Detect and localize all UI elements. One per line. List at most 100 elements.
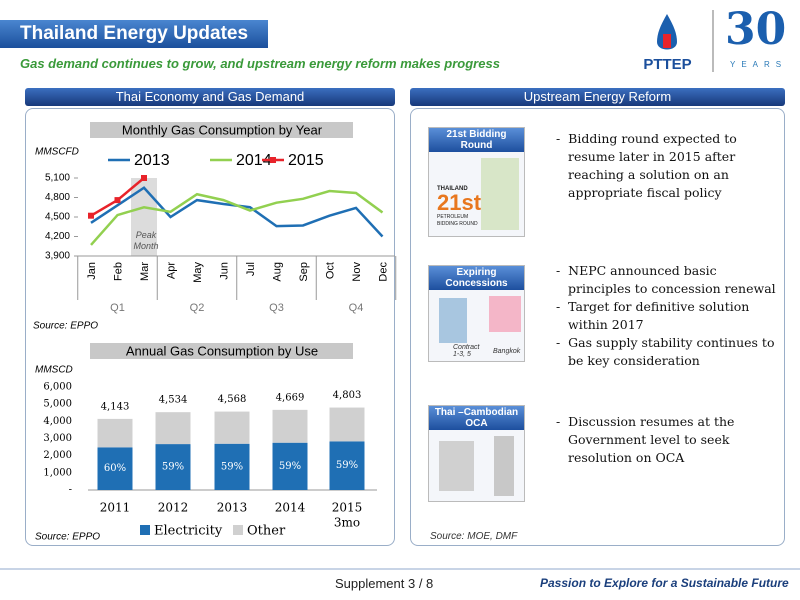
legend-swatch [233, 525, 243, 535]
annotation-bg [131, 178, 157, 256]
bullets: Bidding round expected to resume later i… [556, 130, 781, 202]
series-line [90, 189, 384, 246]
legend-label: 2013 [134, 152, 170, 169]
divider [712, 10, 714, 72]
bullets: NEPC announced basic principles to conce… [556, 262, 781, 370]
total-label: 4,803 [333, 390, 362, 401]
y-tick-label: 4,200 [45, 231, 70, 242]
chart-title-bg [90, 122, 353, 138]
y-tick-label: 1,000 [43, 467, 72, 478]
page-number: Supplement 3 / 8 [335, 576, 434, 591]
point [88, 212, 94, 219]
logo-text: PTTEP [643, 56, 692, 73]
bar [155, 412, 191, 445]
y-tick-label: 4,000 [43, 416, 72, 427]
chart-title-bg [90, 343, 353, 359]
bar [97, 418, 133, 448]
x-tick-label: 2015 [332, 501, 363, 515]
bullet: Gas supply stability continues to be key… [556, 334, 781, 370]
image-text: Contract 1-3, 5 [453, 344, 480, 358]
legend-swatch [270, 157, 276, 163]
image-text: THAILAND [437, 186, 468, 192]
legend-label: Electricity [154, 524, 223, 539]
image-title: 21st Bidding Round [429, 128, 524, 152]
x-tick-label: Nov [351, 262, 363, 282]
bullet: NEPC announced basic principles to conce… [556, 262, 781, 298]
x-tick-label: Sep [298, 262, 310, 282]
annotation-line: Peak [136, 230, 157, 240]
quarter-label: Q1 [110, 302, 125, 314]
image-text: Bangkok [493, 348, 521, 355]
anniversary-label: YEARS [730, 60, 788, 69]
x-tick-label: 2011 [100, 501, 131, 515]
source: Source: EPPO [35, 532, 100, 543]
y-tick-label: 5,100 [45, 173, 70, 184]
annotation-line: Month [133, 241, 158, 251]
total-label: 4,143 [101, 401, 130, 412]
legend-swatch [140, 525, 150, 535]
anniversary: 30 [725, 4, 787, 55]
share-label: 59% [279, 461, 301, 472]
map [439, 298, 467, 343]
x-tick-label: Feb [112, 262, 124, 281]
legend-label: 2015 [288, 152, 324, 169]
source: Source: EPPO [33, 321, 98, 332]
bar [97, 447, 133, 490]
bullet: Discussion resumes at the Government lev… [556, 413, 781, 467]
panel [25, 108, 395, 546]
title: Thailand Energy Updates [0, 20, 268, 48]
x-tick-label: 2013 [217, 501, 248, 515]
share-label: 59% [336, 460, 358, 471]
x-tick-label: Dec [377, 262, 389, 282]
total-label: 4,534 [159, 395, 188, 406]
slogan: Passion to Explore for a Sustainable Fut… [540, 576, 789, 590]
x-tick-label: Apr [165, 262, 177, 279]
chart-title: Annual Gas Consumption by Use [126, 343, 318, 358]
y-axis-label: MMSCFD [35, 147, 79, 158]
map [489, 296, 521, 332]
y-tick-label: - [69, 485, 72, 496]
footer-line [0, 568, 800, 570]
quarter-label: Q3 [269, 302, 284, 314]
bar [155, 444, 191, 490]
y-tick-label: 5,000 [43, 399, 72, 410]
logo: PTTEP [630, 12, 705, 77]
y-tick-label: 6,000 [43, 382, 72, 393]
x-tick-label: Jul [245, 262, 257, 276]
bar [329, 407, 365, 442]
x-tick-note: 3mo [334, 516, 360, 530]
y-tick-label: 3,900 [45, 251, 70, 262]
subtitle: Gas demand continues to grow, and upstre… [20, 56, 500, 71]
bar [329, 441, 365, 490]
map [439, 441, 474, 491]
x-tick-label: 2012 [158, 501, 189, 515]
share-label: 59% [162, 462, 184, 473]
image: Thai –Cambodian OCA [428, 405, 525, 502]
bullet: Bidding round expected to resume later i… [556, 130, 781, 202]
x-tick-label: May [192, 262, 204, 283]
image-text: BIDDING ROUND [437, 221, 478, 227]
bullets: Discussion resumes at the Government lev… [556, 413, 781, 467]
point [141, 175, 147, 181]
x-tick-label: 2014 [275, 501, 306, 515]
image-title: Thai –Cambodian OCA [429, 406, 524, 430]
section-title: Upstream Energy Reform [410, 88, 785, 106]
x-tick-label: Mar [139, 262, 151, 281]
x-tick-label: Oct [324, 262, 336, 279]
share-label: 59% [221, 461, 243, 472]
bar [272, 442, 308, 490]
legend-label: Other [247, 524, 286, 539]
annotation: Peak Month [133, 230, 158, 251]
image-title: Expiring Concessions [429, 266, 524, 290]
x-tick-label: Jun [218, 262, 230, 280]
bar [272, 409, 308, 443]
y-tick-label: 2,000 [43, 450, 72, 461]
source: Source: MOE, DMF [430, 531, 518, 542]
section-title: Thai Economy and Gas Demand [25, 88, 395, 106]
y-tick-label: 4,500 [45, 212, 70, 223]
bullet: Target for definitive solution within 20… [556, 298, 781, 334]
image-text: 21st [437, 190, 482, 215]
y-tick-label: 3,000 [43, 433, 72, 444]
